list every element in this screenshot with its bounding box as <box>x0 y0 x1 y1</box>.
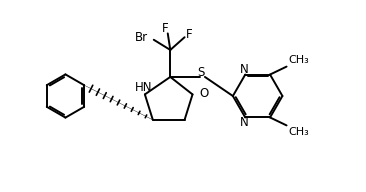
Text: S: S <box>197 66 205 79</box>
Text: F: F <box>162 22 168 36</box>
Text: CH₃: CH₃ <box>288 127 309 137</box>
Text: CH₃: CH₃ <box>288 55 309 65</box>
Text: O: O <box>199 87 209 100</box>
Text: Br: Br <box>135 31 148 44</box>
Text: N: N <box>240 116 249 129</box>
Text: HN: HN <box>135 81 152 94</box>
Text: N: N <box>240 63 249 76</box>
Text: F: F <box>186 27 193 41</box>
